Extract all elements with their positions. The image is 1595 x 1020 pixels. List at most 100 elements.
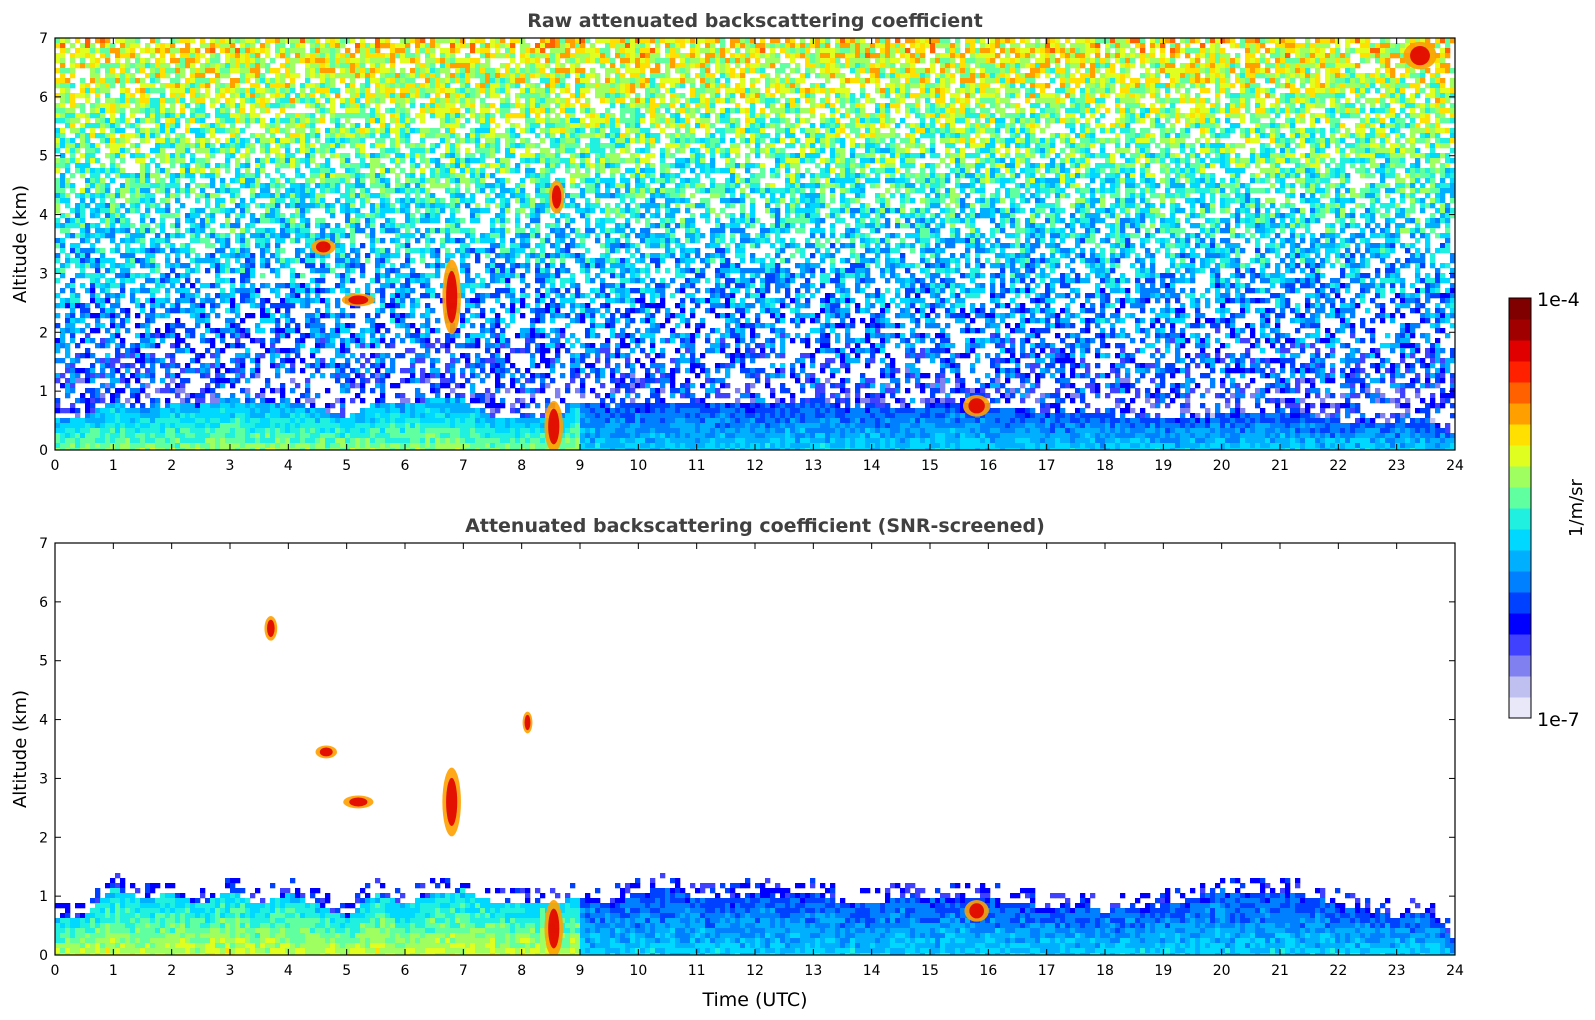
colorbar-step (1509, 613, 1531, 635)
panel-raw-xtick-label: 3 (226, 458, 235, 474)
panel-raw-ytick-label: 5 (39, 149, 48, 165)
panel-raw-aerosol-layer-core (446, 271, 457, 323)
panel-screened-xtick-label: 17 (1038, 963, 1056, 979)
panel-screened-ytick-label: 0 (39, 948, 48, 964)
panel-screened-xtick-label: 10 (629, 963, 647, 979)
panel-raw-xtick-label: 17 (1038, 458, 1056, 474)
panel-screened-xtick-label: 23 (1388, 963, 1406, 979)
panel-raw-xtick-label: 10 (629, 458, 647, 474)
panel-raw-xtick-label: 23 (1388, 458, 1406, 474)
panel-raw-ytick-label: 0 (39, 443, 48, 459)
panel-screened-aerosol-layer-core (548, 909, 559, 949)
panel-screened-xtick-label: 5 (342, 963, 351, 979)
panel-raw-xtick-label: 5 (342, 458, 351, 474)
panel-screened-ytick-label: 1 (39, 889, 48, 905)
colorbar-step (1509, 592, 1531, 614)
panel-screened-xlabel: Time (UTC) (701, 989, 807, 1011)
colorbar-step (1509, 466, 1531, 488)
colorbar-step (1509, 403, 1531, 425)
colorbar-step (1509, 508, 1531, 530)
colorbar-unit-label: 1/m/sr (1566, 478, 1587, 536)
panel-screened-xtick-label: 16 (979, 963, 997, 979)
panel-screened-xtick-label: 12 (746, 963, 764, 979)
panel-raw-ytick-label: 2 (39, 325, 48, 341)
panel-screened-aerosol-layer-core (267, 620, 275, 637)
colorbar-step (1509, 697, 1531, 719)
panel-raw-aerosol-layer-core (548, 409, 559, 445)
panel-raw-xtick-label: 22 (1329, 458, 1347, 474)
panel-screened-ytick-label: 3 (39, 771, 48, 787)
panel-raw-xtick-label: 2 (167, 458, 176, 474)
colorbar-step (1509, 424, 1531, 446)
panel-raw-xtick-label: 21 (1271, 458, 1289, 474)
panel-raw-xtick-label: 0 (51, 458, 60, 474)
panel-screened: Attenuated backscattering coefficient (S… (10, 515, 1464, 1011)
panel-screened-xtick-label: 24 (1446, 963, 1464, 979)
colorbar-step (1509, 529, 1531, 551)
panel-raw-xtick-label: 1 (109, 458, 118, 474)
panel-raw-xtick-label: 13 (804, 458, 822, 474)
panel-screened-xtick-label: 9 (576, 963, 585, 979)
panel-raw-xtick-label: 18 (1096, 458, 1114, 474)
panel-raw-xtick-label: 24 (1446, 458, 1464, 474)
panel-screened-xtick-label: 20 (1213, 963, 1231, 979)
panel-screened-xtick-label: 19 (1154, 963, 1172, 979)
colorbar-step (1509, 340, 1531, 362)
panel-raw-xtick-label: 14 (863, 458, 881, 474)
panel-screened-ylabel: Altitude (km) (10, 690, 31, 808)
colorbar-min-label: 1e-7 (1537, 709, 1580, 731)
panel-screened-xtick-label: 7 (459, 963, 468, 979)
panel-raw-aerosol-layer-core (348, 295, 368, 304)
panel-raw-xtick-label: 15 (921, 458, 939, 474)
panel-screened-aerosol-layer-core (349, 797, 367, 806)
panel-screened-xtick-label: 22 (1329, 963, 1347, 979)
panel-screened-ytick-label: 5 (39, 654, 48, 670)
colorbar: 1e-4 1e-7 1/m/sr (1509, 289, 1587, 731)
figure: Raw attenuated backscattering coefficien… (0, 0, 1595, 1020)
panel-raw-ytick-label: 7 (39, 31, 48, 47)
colorbar-max-label: 1e-4 (1537, 289, 1580, 311)
colorbar-step (1509, 676, 1531, 698)
panel-raw-aerosol-layer-core (968, 398, 984, 413)
panel-raw-xtick-label: 20 (1213, 458, 1231, 474)
panel-screened-ytick-label: 7 (39, 536, 48, 552)
panel-screened-aerosol-layer-core (320, 747, 333, 756)
colorbar-step (1509, 655, 1531, 677)
panel-screened-aerosol-layer-core (525, 715, 531, 730)
panel-screened-xtick-label: 15 (921, 963, 939, 979)
panel-screened-xtick-label: 2 (167, 963, 176, 979)
panel-raw-aerosol-layer-core (552, 185, 561, 208)
panel-raw-xtick-label: 19 (1154, 458, 1172, 474)
panel-screened-xtick-label: 14 (863, 963, 881, 979)
colorbar-step (1509, 487, 1531, 509)
panel-raw: Raw attenuated backscattering coefficien… (10, 10, 1464, 474)
panel-raw-aerosol-layer-core (1410, 46, 1430, 65)
panel-screened-aerosol-layer-core (969, 903, 984, 918)
panel-screened-xtick-label: 3 (226, 963, 235, 979)
colorbar-steps (1509, 298, 1531, 719)
colorbar-step (1509, 382, 1531, 404)
panel-screened-xtick-label: 1 (109, 963, 118, 979)
colorbar-step (1509, 361, 1531, 383)
panel-screened-aerosol-layer-core (446, 778, 457, 826)
panel-screened-xtick-label: 21 (1271, 963, 1289, 979)
panel-raw-title: Raw attenuated backscattering coefficien… (527, 10, 983, 32)
panel-raw-xtick-label: 12 (746, 458, 764, 474)
colorbar-step (1509, 445, 1531, 467)
panel-screened-xtick-label: 11 (688, 963, 706, 979)
panel-raw-xtick-label: 7 (459, 458, 468, 474)
panel-raw-ytick-label: 4 (39, 208, 48, 224)
colorbar-step (1509, 319, 1531, 341)
panel-screened-xtick-label: 13 (804, 963, 822, 979)
panel-raw-aerosol-layer-core (316, 241, 331, 252)
panel-raw-ytick-label: 1 (39, 384, 48, 400)
panel-raw-xtick-label: 16 (979, 458, 997, 474)
panel-raw-xtick-label: 8 (517, 458, 526, 474)
panel-raw-xtick-label: 11 (688, 458, 706, 474)
colorbar-step (1509, 298, 1531, 320)
colorbar-step (1509, 571, 1531, 593)
panel-screened-xtick-label: 18 (1096, 963, 1114, 979)
panel-raw-ylabel: Altitude (km) (10, 185, 31, 303)
panel-screened-xtick-label: 8 (517, 963, 526, 979)
panel-screened-xtick-label: 0 (51, 963, 60, 979)
